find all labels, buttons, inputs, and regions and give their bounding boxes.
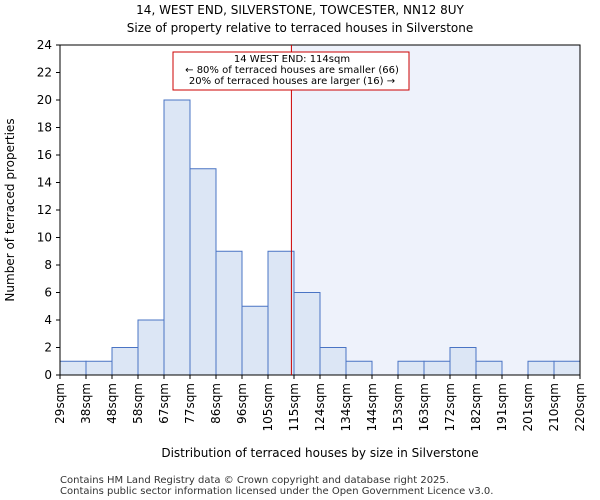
footer-line2: Contains public sector information licen…: [60, 486, 493, 497]
x-tick-label: 38sqm: [79, 383, 93, 424]
x-tick-label: 77sqm: [183, 383, 197, 424]
annotation-box: 14 WEST END: 114sqm ← 80% of terraced ho…: [172, 51, 410, 91]
x-tick-label: 86sqm: [209, 383, 223, 424]
y-tick-label: 18: [37, 121, 52, 135]
x-tick-label: 105sqm: [261, 383, 275, 431]
x-tick-label: 48sqm: [105, 383, 119, 424]
x-axis-ticks: 29sqm 38sqm 48sqm 58sqm 67sqm 77sqm 86sqm 96sqm…: [53, 375, 587, 431]
y-tick-label: 14: [37, 176, 52, 190]
x-tick-label: 134sqm: [339, 383, 353, 431]
larger-region-shade: [291, 45, 580, 375]
x-axis-label: Distribution of terraced houses by size …: [161, 446, 478, 460]
y-tick-label: 20: [37, 93, 52, 107]
bar-172sqm: [449, 347, 477, 376]
x-tick-label: 182sqm: [469, 383, 483, 431]
bar-67sqm: [163, 99, 191, 376]
x-tick-label: 67sqm: [157, 383, 171, 424]
y-tick-label: 12: [37, 203, 52, 217]
footer-line1: Contains HM Land Registry data © Crown c…: [60, 475, 449, 486]
chart-title-line2: Size of property relative to terraced ho…: [127, 21, 473, 35]
x-tick-label: 210sqm: [547, 383, 561, 431]
annotation-smaller: ← 80% of terraced houses are smaller (66…: [185, 65, 399, 76]
bar-29sqm: [59, 360, 87, 376]
bars-group: [59, 99, 581, 376]
y-tick-label: 0: [44, 368, 52, 382]
bar-77sqm: [189, 168, 217, 376]
x-tick-label: 29sqm: [53, 383, 67, 424]
y-tick-label: 16: [37, 148, 52, 162]
x-tick-label: 191sqm: [495, 383, 509, 431]
y-tick-label: 22: [37, 66, 52, 80]
y-tick-label: 8: [44, 258, 52, 272]
y-tick-label: 24: [37, 38, 52, 52]
annotation-frame: [172, 51, 410, 91]
bar-105sqm: [267, 250, 295, 376]
bar-96sqm: [241, 305, 269, 376]
bar-124sqm: [319, 347, 347, 376]
bar-163sqm: [423, 360, 451, 376]
x-tick-label: 115sqm: [287, 383, 301, 431]
bar-134sqm: [345, 360, 373, 376]
x-tick-label: 58sqm: [131, 383, 145, 424]
bar-153sqm: [397, 360, 425, 376]
chart-title-line1: 14, WEST END, SILVERSTONE, TOWCESTER, NN…: [136, 3, 464, 17]
x-tick-label: 144sqm: [365, 383, 379, 431]
y-tick-label: 4: [44, 313, 52, 327]
x-tick-label: 172sqm: [443, 383, 457, 431]
bar-201sqm: [527, 360, 555, 376]
y-tick-label: 2: [44, 341, 52, 355]
x-tick-label: 163sqm: [417, 383, 431, 431]
bar-115sqm: [293, 292, 321, 376]
y-tick-label: 6: [44, 286, 52, 300]
bar-48sqm: [111, 347, 139, 376]
bar-38sqm: [85, 360, 113, 376]
bar-86sqm: [215, 250, 243, 376]
annotation-larger: 20% of terraced houses are larger (16) →: [189, 76, 395, 87]
x-tick-label: 96sqm: [235, 383, 249, 424]
annotation-label: 14 WEST END: 114sqm: [234, 54, 350, 65]
y-axis-label: Number of terraced properties: [3, 118, 17, 301]
bar-210sqm: [553, 360, 581, 376]
x-tick-label: 153sqm: [391, 383, 405, 431]
x-tick-label: 201sqm: [521, 383, 535, 431]
bar-58sqm: [137, 319, 165, 376]
y-tick-label: 10: [37, 231, 52, 245]
bar-182sqm: [475, 360, 503, 376]
x-tick-label: 124sqm: [313, 383, 327, 431]
x-tick-label: 220sqm: [573, 383, 587, 431]
